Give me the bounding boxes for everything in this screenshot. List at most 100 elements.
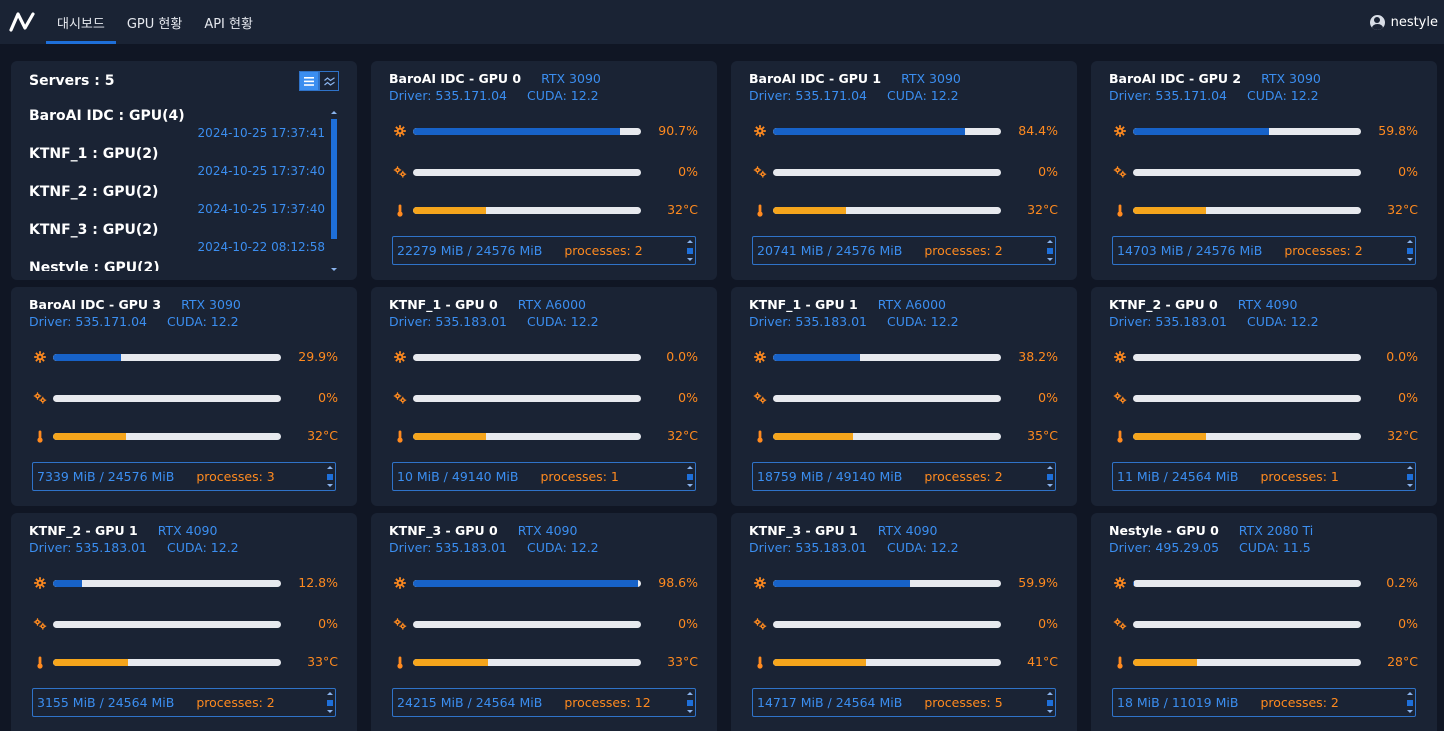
gpu-util-value: 12.8% <box>298 575 338 590</box>
scroll-thumb[interactable] <box>687 700 693 706</box>
scroll-down-arrow-icon[interactable] <box>1407 258 1413 261</box>
scroll-up-arrow-icon[interactable] <box>1407 466 1413 469</box>
list-view-button[interactable] <box>299 71 319 91</box>
gpu-util-bar <box>413 580 641 587</box>
scroll-up-arrow-icon[interactable] <box>1407 692 1413 695</box>
user-menu[interactable]: nestyle <box>1369 0 1438 44</box>
gpu-header: BaroAI IDC - GPU 2 RTX 3090 <box>1109 71 1321 86</box>
scroll-down-arrow-icon[interactable] <box>687 710 693 713</box>
scroll-thumb[interactable] <box>1407 474 1413 480</box>
process-list[interactable]: 14703 MiB / 24576 MiB processes: 2 <box>1112 236 1416 265</box>
scroll-down-arrow-icon[interactable] <box>1047 710 1053 713</box>
scroll-down-arrow-icon[interactable] <box>687 258 693 261</box>
thermometer-icon <box>753 203 767 217</box>
scroll-up-arrow-icon[interactable] <box>1047 466 1053 469</box>
process-list[interactable]: 24215 MiB / 24564 MiB processes: 12 <box>392 688 696 717</box>
process-list-scrollbar[interactable] <box>327 466 333 487</box>
thermometer-icon <box>393 203 407 217</box>
servers-card: Servers : 5 BaroAI IDC : GPU(4) 2024-10-2… <box>11 61 357 280</box>
gpu-card: KTNF_1 - GPU 0 RTX A6000 Driver: 535.183… <box>371 287 717 506</box>
scroll-down-arrow-icon[interactable] <box>1047 484 1053 487</box>
process-list-scrollbar[interactable] <box>687 240 693 261</box>
process-list-scrollbar[interactable] <box>1047 240 1053 261</box>
gpu-name: KTNF_1 - GPU 1 <box>749 297 858 312</box>
server-item[interactable]: KTNF_1 : GPU(2) 2024-10-25 17:37:40 <box>29 143 329 181</box>
memory-usage: 11 MiB / 24564 MiB <box>1117 469 1239 484</box>
tab-api-status[interactable]: API 현황 <box>193 0 264 44</box>
scroll-up-arrow-icon[interactable] <box>331 111 337 114</box>
process-list[interactable]: 14717 MiB / 24564 MiB processes: 5 <box>752 688 1056 717</box>
gpu-subheader: Driver: 535.183.01 CUDA: 12.2 <box>389 540 599 555</box>
process-list[interactable]: 7339 MiB / 24576 MiB processes: 3 <box>32 462 336 491</box>
process-count: processes: 1 <box>540 469 619 484</box>
gpu-util-value: 0.0% <box>666 349 698 364</box>
scroll-up-arrow-icon[interactable] <box>1407 240 1413 243</box>
scroll-thumb[interactable] <box>331 119 337 239</box>
scroll-down-arrow-icon[interactable] <box>1407 484 1413 487</box>
server-item[interactable]: KTNF_3 : GPU(2) 2024-10-22 08:12:58 <box>29 219 329 257</box>
memory-usage: 7339 MiB / 24576 MiB <box>37 469 175 484</box>
scroll-up-arrow-icon[interactable] <box>687 692 693 695</box>
process-list-scrollbar[interactable] <box>1407 240 1413 261</box>
scroll-thumb[interactable] <box>1407 248 1413 254</box>
scroll-thumb[interactable] <box>687 474 693 480</box>
gear-icon <box>393 576 407 590</box>
scroll-down-arrow-icon[interactable] <box>1047 258 1053 261</box>
scroll-down-arrow-icon[interactable] <box>1407 710 1413 713</box>
gpu-name: KTNF_3 - GPU 1 <box>749 523 858 538</box>
process-list-scrollbar[interactable] <box>1407 466 1413 487</box>
process-list[interactable]: 20741 MiB / 24576 MiB processes: 2 <box>752 236 1056 265</box>
server-list-scrollbar[interactable] <box>331 111 337 271</box>
server-item[interactable]: KTNF_2 : GPU(2) 2024-10-25 17:37:40 <box>29 181 329 219</box>
gpu-util-metric: 98.6% <box>393 575 698 590</box>
scroll-thumb[interactable] <box>1047 700 1053 706</box>
chart-view-button[interactable] <box>319 71 339 91</box>
scroll-up-arrow-icon[interactable] <box>327 692 333 695</box>
temperature-metric: 28°C <box>1113 654 1418 669</box>
process-list[interactable]: 3155 MiB / 24564 MiB processes: 2 <box>32 688 336 717</box>
gear-icon <box>753 576 767 590</box>
scroll-thumb[interactable] <box>687 248 693 254</box>
scroll-up-arrow-icon[interactable] <box>1047 692 1053 695</box>
process-list[interactable]: 18759 MiB / 49140 MiB processes: 2 <box>752 462 1056 491</box>
scroll-up-arrow-icon[interactable] <box>1047 240 1053 243</box>
scroll-thumb[interactable] <box>327 474 333 480</box>
gpu-card: BaroAI IDC - GPU 3 RTX 3090 Driver: 535.… <box>11 287 357 506</box>
scroll-up-arrow-icon[interactable] <box>687 240 693 243</box>
process-list[interactable]: 18 MiB / 11019 MiB processes: 2 <box>1112 688 1416 717</box>
process-list-scrollbar[interactable] <box>687 466 693 487</box>
process-list-scrollbar[interactable] <box>327 692 333 713</box>
process-list[interactable]: 10 MiB / 49140 MiB processes: 1 <box>392 462 696 491</box>
scroll-up-arrow-icon[interactable] <box>687 466 693 469</box>
gpu-header: BaroAI IDC - GPU 1 RTX 3090 <box>749 71 961 86</box>
scroll-thumb[interactable] <box>1047 474 1053 480</box>
process-list-scrollbar[interactable] <box>1047 466 1053 487</box>
process-list-scrollbar[interactable] <box>1047 692 1053 713</box>
scroll-down-arrow-icon[interactable] <box>327 710 333 713</box>
tab-gpu-status[interactable]: GPU 현황 <box>116 0 193 44</box>
gpu-util-metric: 0.0% <box>1113 349 1418 364</box>
process-list-scrollbar[interactable] <box>687 692 693 713</box>
memory-usage: 10 MiB / 49140 MiB <box>397 469 519 484</box>
scroll-up-arrow-icon[interactable] <box>327 466 333 469</box>
scroll-thumb[interactable] <box>327 700 333 706</box>
scroll-thumb[interactable] <box>1047 248 1053 254</box>
scroll-down-arrow-icon[interactable] <box>331 268 337 271</box>
brand-logo-icon[interactable] <box>0 0 46 44</box>
process-count: processes: 2 <box>1284 243 1363 258</box>
process-count: processes: 1 <box>1260 469 1339 484</box>
gpu-subheader: Driver: 535.171.04 CUDA: 12.2 <box>29 314 239 329</box>
temperature-fill <box>773 433 853 440</box>
tab-dashboard[interactable]: 대시보드 <box>46 0 116 44</box>
process-list-scrollbar[interactable] <box>1407 692 1413 713</box>
scroll-down-arrow-icon[interactable] <box>687 484 693 487</box>
server-item[interactable]: BaroAI IDC : GPU(4) 2024-10-25 17:37:41 <box>29 105 329 143</box>
gpu-util-value: 90.7% <box>658 123 698 138</box>
process-list[interactable]: 11 MiB / 24564 MiB processes: 1 <box>1112 462 1416 491</box>
server-item[interactable]: Nestyle : GPU(2) <box>29 257 329 271</box>
process-list[interactable]: 22279 MiB / 24576 MiB processes: 2 <box>392 236 696 265</box>
gears-icon <box>1113 391 1127 405</box>
server-list[interactable]: BaroAI IDC : GPU(4) 2024-10-25 17:37:41 K… <box>29 105 329 271</box>
scroll-thumb[interactable] <box>1407 700 1413 706</box>
scroll-down-arrow-icon[interactable] <box>327 484 333 487</box>
